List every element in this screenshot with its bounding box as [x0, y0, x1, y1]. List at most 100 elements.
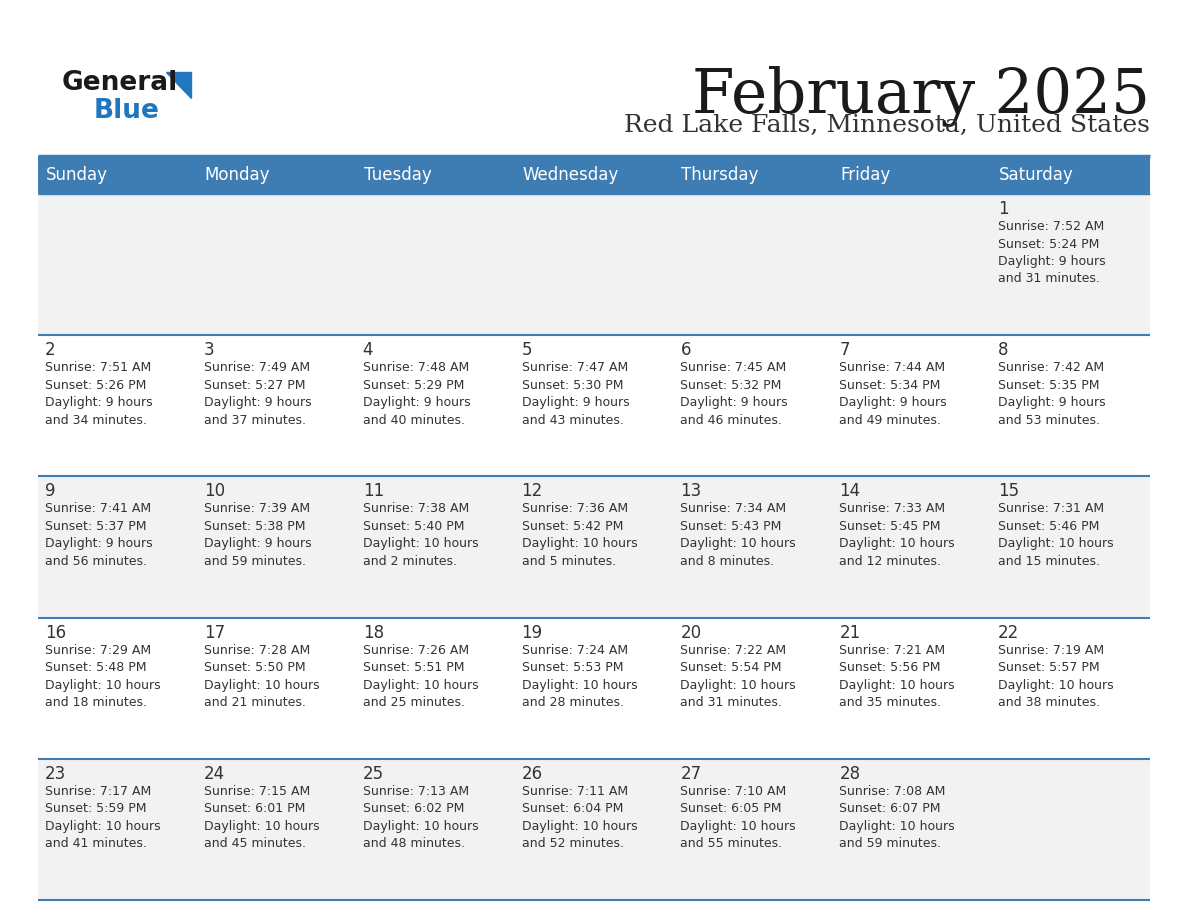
Bar — [38, 759, 1150, 900]
Bar — [38, 335, 1150, 476]
Text: 18: 18 — [362, 623, 384, 642]
Text: Sunset: 5:38 PM: Sunset: 5:38 PM — [204, 520, 305, 533]
Text: Daylight: 9 hours: Daylight: 9 hours — [681, 397, 788, 409]
Text: Sunrise: 7:44 AM: Sunrise: 7:44 AM — [839, 361, 946, 375]
Text: and 45 minutes.: and 45 minutes. — [204, 837, 305, 850]
Text: Sunset: 5:51 PM: Sunset: 5:51 PM — [362, 661, 465, 674]
Text: Sunset: 5:42 PM: Sunset: 5:42 PM — [522, 520, 623, 533]
Text: Daylight: 9 hours: Daylight: 9 hours — [204, 537, 311, 551]
Text: 12: 12 — [522, 482, 543, 500]
Text: Sunrise: 7:42 AM: Sunrise: 7:42 AM — [998, 361, 1105, 375]
Text: and 55 minutes.: and 55 minutes. — [681, 837, 783, 850]
Text: 28: 28 — [839, 765, 860, 783]
Text: Sunrise: 7:31 AM: Sunrise: 7:31 AM — [998, 502, 1105, 515]
Text: and 37 minutes.: and 37 minutes. — [204, 414, 305, 427]
Text: Sunset: 5:46 PM: Sunset: 5:46 PM — [998, 520, 1100, 533]
Text: Daylight: 10 hours: Daylight: 10 hours — [681, 537, 796, 551]
Text: Sunset: 6:01 PM: Sunset: 6:01 PM — [204, 802, 305, 815]
Text: Sunrise: 7:11 AM: Sunrise: 7:11 AM — [522, 785, 627, 798]
Text: Daylight: 10 hours: Daylight: 10 hours — [681, 678, 796, 691]
Text: Sunrise: 7:49 AM: Sunrise: 7:49 AM — [204, 361, 310, 375]
Text: and 31 minutes.: and 31 minutes. — [681, 696, 783, 709]
Text: Sunset: 5:56 PM: Sunset: 5:56 PM — [839, 661, 941, 674]
Text: and 40 minutes.: and 40 minutes. — [362, 414, 465, 427]
Text: and 21 minutes.: and 21 minutes. — [204, 696, 305, 709]
Text: Daylight: 9 hours: Daylight: 9 hours — [45, 537, 152, 551]
Text: Sunrise: 7:38 AM: Sunrise: 7:38 AM — [362, 502, 469, 515]
Text: 7: 7 — [839, 341, 849, 359]
Text: Sunrise: 7:19 AM: Sunrise: 7:19 AM — [998, 644, 1105, 656]
Text: 14: 14 — [839, 482, 860, 500]
Text: 26: 26 — [522, 765, 543, 783]
Text: 17: 17 — [204, 623, 225, 642]
Text: Daylight: 10 hours: Daylight: 10 hours — [522, 537, 637, 551]
Text: Sunrise: 7:47 AM: Sunrise: 7:47 AM — [522, 361, 627, 375]
Text: 15: 15 — [998, 482, 1019, 500]
Text: Daylight: 10 hours: Daylight: 10 hours — [522, 820, 637, 833]
Text: Daylight: 9 hours: Daylight: 9 hours — [998, 397, 1106, 409]
Text: Sunrise: 7:10 AM: Sunrise: 7:10 AM — [681, 785, 786, 798]
Text: Daylight: 10 hours: Daylight: 10 hours — [839, 820, 955, 833]
Text: Daylight: 10 hours: Daylight: 10 hours — [45, 678, 160, 691]
Text: and 18 minutes.: and 18 minutes. — [45, 696, 147, 709]
Text: Daylight: 10 hours: Daylight: 10 hours — [522, 678, 637, 691]
Text: and 12 minutes.: and 12 minutes. — [839, 554, 941, 568]
Text: and 28 minutes.: and 28 minutes. — [522, 696, 624, 709]
Text: Red Lake Falls, Minnesota, United States: Red Lake Falls, Minnesota, United States — [624, 114, 1150, 137]
Text: 21: 21 — [839, 623, 860, 642]
Text: Sunset: 5:24 PM: Sunset: 5:24 PM — [998, 238, 1100, 251]
Text: Sunset: 5:57 PM: Sunset: 5:57 PM — [998, 661, 1100, 674]
Text: 11: 11 — [362, 482, 384, 500]
Text: and 34 minutes.: and 34 minutes. — [45, 414, 147, 427]
Text: Sunrise: 7:34 AM: Sunrise: 7:34 AM — [681, 502, 786, 515]
Text: Sunset: 5:26 PM: Sunset: 5:26 PM — [45, 379, 146, 392]
Text: 9: 9 — [45, 482, 56, 500]
Text: 10: 10 — [204, 482, 225, 500]
Text: Sunrise: 7:33 AM: Sunrise: 7:33 AM — [839, 502, 946, 515]
Text: Blue: Blue — [94, 98, 160, 124]
Text: Daylight: 10 hours: Daylight: 10 hours — [45, 820, 160, 833]
Text: February 2025: February 2025 — [691, 66, 1150, 127]
Text: Sunrise: 7:13 AM: Sunrise: 7:13 AM — [362, 785, 469, 798]
Text: 6: 6 — [681, 341, 691, 359]
Text: Saturday: Saturday — [999, 166, 1074, 184]
Text: Wednesday: Wednesday — [523, 166, 619, 184]
Bar — [38, 156, 1150, 194]
Text: Daylight: 9 hours: Daylight: 9 hours — [522, 397, 630, 409]
Text: and 46 minutes.: and 46 minutes. — [681, 414, 783, 427]
Text: Sunrise: 7:48 AM: Sunrise: 7:48 AM — [362, 361, 469, 375]
Text: Thursday: Thursday — [682, 166, 759, 184]
Text: Sunset: 5:40 PM: Sunset: 5:40 PM — [362, 520, 465, 533]
Text: and 49 minutes.: and 49 minutes. — [839, 414, 941, 427]
Text: Sunset: 5:32 PM: Sunset: 5:32 PM — [681, 379, 782, 392]
Text: Sunset: 5:54 PM: Sunset: 5:54 PM — [681, 661, 782, 674]
Text: Sunset: 6:05 PM: Sunset: 6:05 PM — [681, 802, 782, 815]
Text: and 56 minutes.: and 56 minutes. — [45, 554, 147, 568]
Text: Daylight: 9 hours: Daylight: 9 hours — [45, 397, 152, 409]
Text: Daylight: 10 hours: Daylight: 10 hours — [362, 678, 479, 691]
Text: and 48 minutes.: and 48 minutes. — [362, 837, 465, 850]
Text: 24: 24 — [204, 765, 225, 783]
Text: Sunrise: 7:29 AM: Sunrise: 7:29 AM — [45, 644, 151, 656]
Text: Sunset: 6:07 PM: Sunset: 6:07 PM — [839, 802, 941, 815]
Text: Sunrise: 7:26 AM: Sunrise: 7:26 AM — [362, 644, 469, 656]
Text: and 41 minutes.: and 41 minutes. — [45, 837, 147, 850]
Text: Sunset: 5:30 PM: Sunset: 5:30 PM — [522, 379, 623, 392]
Text: Sunrise: 7:28 AM: Sunrise: 7:28 AM — [204, 644, 310, 656]
Text: 19: 19 — [522, 623, 543, 642]
Bar — [38, 476, 1150, 618]
Text: Sunset: 5:48 PM: Sunset: 5:48 PM — [45, 661, 146, 674]
Text: Sunday: Sunday — [46, 166, 108, 184]
Text: Sunset: 5:35 PM: Sunset: 5:35 PM — [998, 379, 1100, 392]
Text: 5: 5 — [522, 341, 532, 359]
Text: Daylight: 10 hours: Daylight: 10 hours — [839, 678, 955, 691]
Text: Sunset: 5:27 PM: Sunset: 5:27 PM — [204, 379, 305, 392]
Text: and 25 minutes.: and 25 minutes. — [362, 696, 465, 709]
Text: Sunset: 5:50 PM: Sunset: 5:50 PM — [204, 661, 305, 674]
Text: Sunrise: 7:52 AM: Sunrise: 7:52 AM — [998, 220, 1105, 233]
Text: General: General — [62, 70, 178, 96]
Text: Daylight: 10 hours: Daylight: 10 hours — [839, 537, 955, 551]
Text: and 53 minutes.: and 53 minutes. — [998, 414, 1100, 427]
Text: Sunrise: 7:41 AM: Sunrise: 7:41 AM — [45, 502, 151, 515]
Text: Sunset: 5:34 PM: Sunset: 5:34 PM — [839, 379, 941, 392]
